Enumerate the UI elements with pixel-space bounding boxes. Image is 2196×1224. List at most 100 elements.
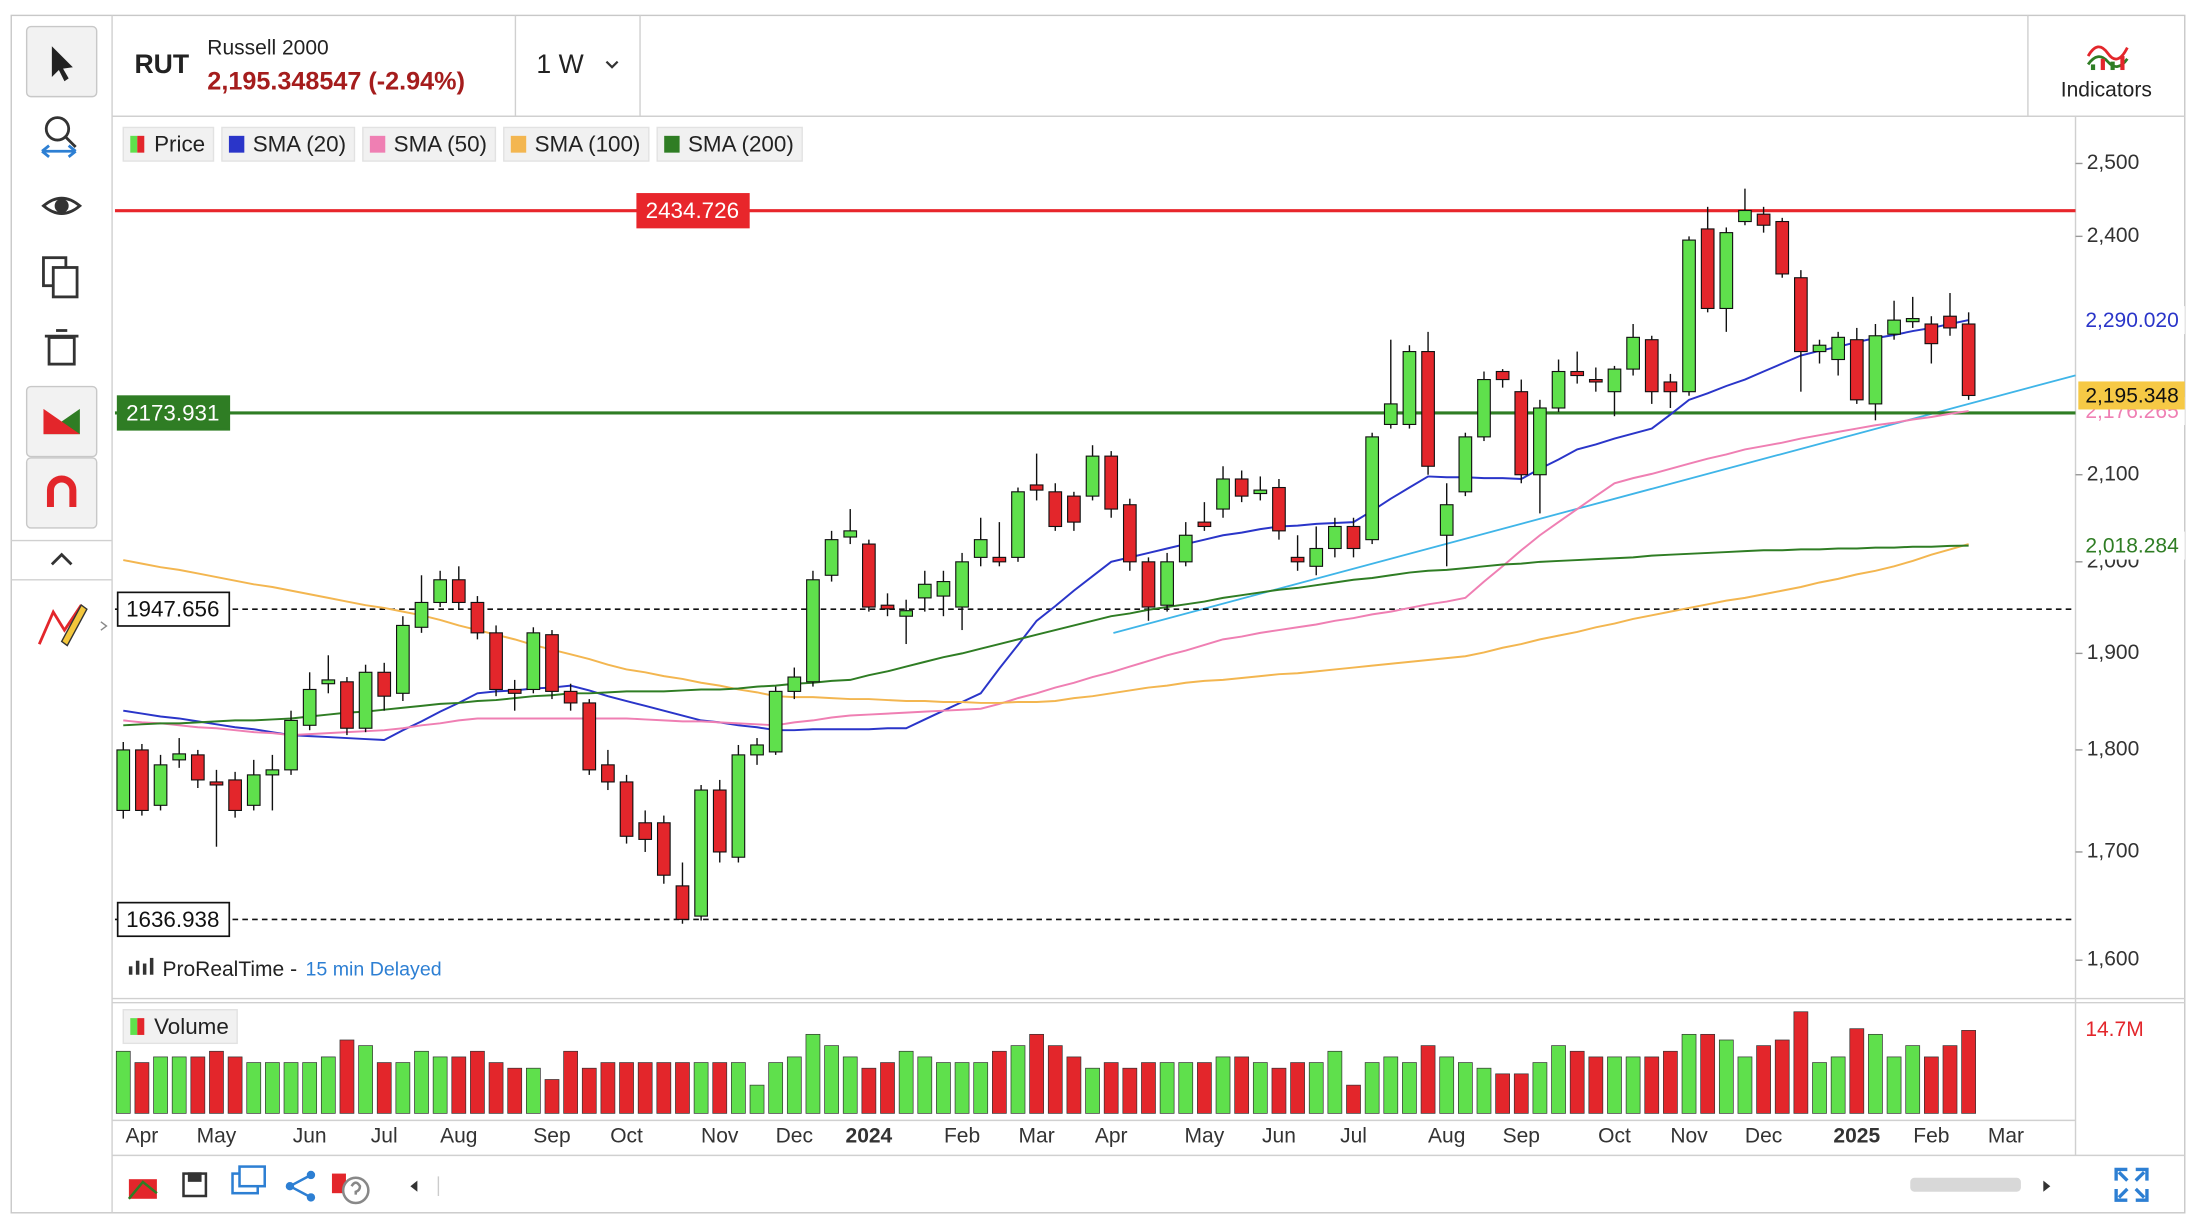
scroll-right[interactable]	[2043, 1180, 2051, 1192]
volume-bar	[656, 1062, 672, 1114]
volume-bar	[1718, 1039, 1734, 1114]
candle-body	[712, 789, 727, 853]
volume-bar	[1290, 1062, 1305, 1114]
volume-bar	[936, 1062, 951, 1114]
volume-bar	[563, 1050, 578, 1114]
volume-bar	[880, 1062, 895, 1114]
volume-bar	[153, 1056, 168, 1114]
candle-body	[1458, 436, 1473, 493]
legend-item: SMA (200)	[656, 126, 803, 162]
volume-bar	[1942, 1045, 1958, 1114]
volume-bar	[1905, 1045, 1921, 1114]
level-label: 2173.931	[126, 400, 219, 425]
legend-chip	[503, 126, 650, 162]
collapse-tool[interactable]	[50, 552, 73, 566]
volume-bar	[693, 1062, 709, 1114]
candle-body	[1216, 478, 1230, 510]
candle-body	[1682, 239, 1696, 393]
sma-last-label: 2,290.020	[2085, 309, 2178, 332]
candle-body	[1607, 368, 1622, 393]
volume-bar	[1868, 1033, 1883, 1114]
volume-bar	[712, 1062, 728, 1114]
y-tick-label: 2,100	[2087, 462, 2140, 485]
candle-body	[190, 754, 205, 781]
volume-bar	[1271, 1067, 1287, 1114]
candle-body	[1961, 323, 1976, 397]
x-tick-label: May	[197, 1125, 237, 1148]
candle-body	[1943, 315, 1957, 329]
bottom-chart-tool[interactable]	[127, 1179, 158, 1200]
save-tool[interactable]	[182, 1172, 208, 1198]
volume-bar	[786, 1056, 802, 1114]
candle-body	[1328, 525, 1342, 550]
volume-bar	[1010, 1045, 1026, 1114]
candle-body	[507, 688, 522, 694]
candle-body	[153, 764, 168, 806]
volume-bar	[861, 1067, 877, 1114]
scroll-left[interactable]	[410, 1180, 418, 1192]
volume-bar	[209, 1050, 224, 1114]
candle-body	[1085, 455, 1100, 497]
volume-bar	[171, 1056, 187, 1114]
candle-body	[1141, 561, 1156, 608]
candle-body	[806, 579, 820, 683]
x-tick-label: Mar	[1988, 1125, 2024, 1148]
sma-line	[123, 544, 1969, 727]
volume-bar	[898, 1050, 914, 1114]
level-label-box	[116, 591, 231, 627]
candle-body	[265, 769, 280, 776]
zoom-tool[interactable]	[41, 116, 77, 158]
x-tick-label: Nov	[701, 1125, 739, 1148]
magnet-tool[interactable]	[25, 457, 98, 529]
legend-label: SMA (100)	[535, 132, 641, 157]
eye-tool[interactable]	[41, 196, 83, 215]
candle-body	[1663, 381, 1678, 393]
delete-tool[interactable]	[44, 329, 79, 366]
candle-body	[731, 754, 746, 858]
volume-bar	[1458, 1062, 1473, 1114]
volume-bar	[1793, 1011, 1809, 1114]
candle-body	[414, 601, 429, 628]
candle-body	[1514, 391, 1529, 476]
legend-item: Price	[122, 126, 215, 162]
candle-body	[1812, 344, 1827, 353]
candle-body	[824, 539, 839, 576]
pencil-tool[interactable]	[37, 603, 108, 647]
x-tick-label: May	[1185, 1125, 1225, 1148]
scrollbar-thumb[interactable]	[1910, 1177, 2021, 1192]
indicators-icon[interactable]	[2086, 45, 2129, 71]
timeframe[interactable]: 1 W	[536, 49, 584, 79]
x-tick-label: Jul	[1340, 1125, 1367, 1148]
legend-item: SMA (100)	[503, 126, 650, 162]
x-tick-label: Dec	[1745, 1125, 1782, 1148]
x-tick-label: Feb	[1913, 1125, 1949, 1148]
windows-tool[interactable]	[231, 1165, 266, 1195]
volume-bar	[1197, 1062, 1212, 1114]
copy-tool[interactable]	[42, 256, 79, 299]
legend-item: SMA (20)	[221, 126, 356, 162]
volume-bar	[283, 1062, 299, 1114]
volume-bar	[1830, 1056, 1846, 1114]
candle-body	[321, 679, 336, 685]
candle-body	[1160, 561, 1174, 606]
timeframe-dropdown[interactable]	[605, 60, 619, 69]
volume-bar	[675, 1062, 690, 1114]
candle-body	[1868, 335, 1883, 405]
legend-swatch	[130, 1018, 138, 1035]
legend-swatch	[130, 135, 138, 153]
source-icon-bar	[142, 963, 147, 975]
volume-bar	[1588, 1056, 1604, 1114]
source-icon-bar	[135, 960, 140, 975]
candle-body	[1738, 209, 1752, 223]
x-tick-label: Apr	[126, 1125, 159, 1148]
help-tool[interactable]	[331, 1173, 370, 1205]
sma-line	[123, 410, 1969, 737]
indicators-button[interactable]: Indicators	[2061, 79, 2152, 102]
volume-bar	[973, 1062, 989, 1114]
volume-bar	[1103, 1062, 1119, 1114]
fullscreen-tool[interactable]	[2114, 1167, 2149, 1202]
volume-bar	[1364, 1062, 1380, 1114]
volume-bar	[768, 1062, 784, 1114]
header: RUT Russell 2000 2,195.348547 (-2.94%) 1…	[112, 15, 2185, 117]
share-tool[interactable]	[285, 1170, 316, 1202]
